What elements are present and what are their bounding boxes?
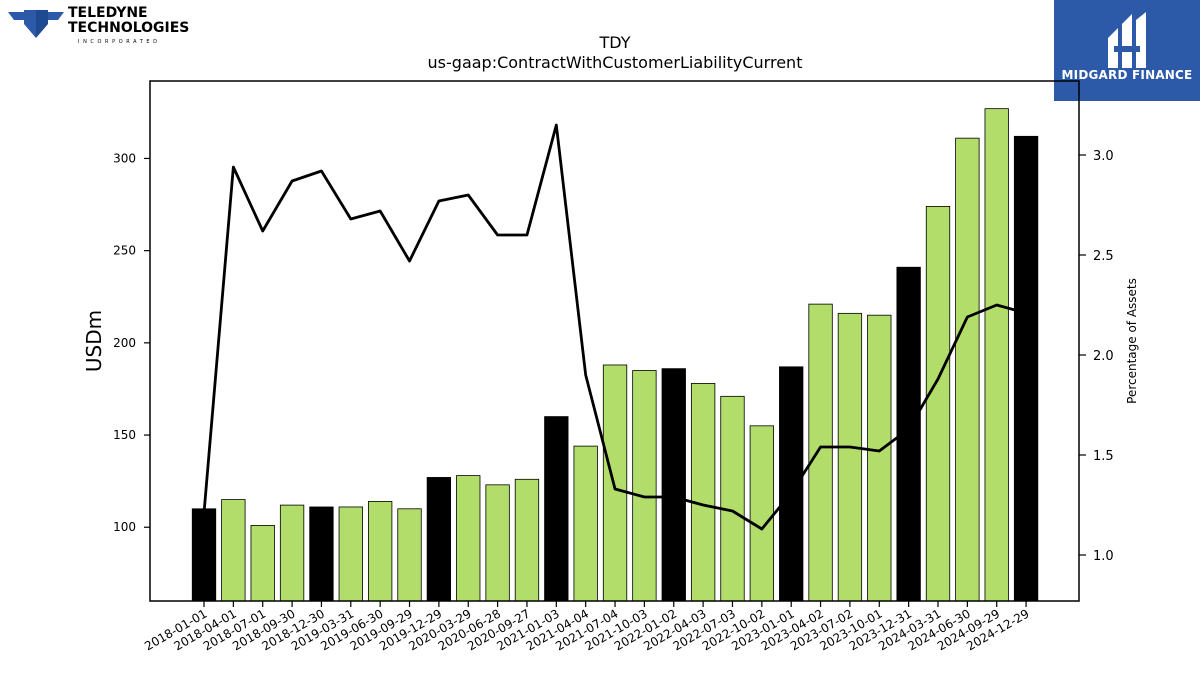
bar-2021-01-03 bbox=[544, 416, 569, 602]
y-tick-label-right-2.5: 2.5 bbox=[1093, 249, 1114, 264]
bar-2024-06-30 bbox=[955, 137, 980, 602]
bar-2019-09-29 bbox=[397, 508, 422, 602]
midgard-mark-icon bbox=[1108, 12, 1146, 68]
y-tick-label-left-100: 100 bbox=[113, 520, 136, 534]
chart-title: TDY bbox=[599, 33, 631, 52]
bar-2018-01-01 bbox=[191, 508, 217, 602]
y-tick-label-left-250: 250 bbox=[113, 244, 136, 258]
chart-subtitle: us-gaap:ContractWithCustomerLiabilityCur… bbox=[428, 53, 803, 72]
y-tick-label-left-300: 300 bbox=[113, 151, 136, 165]
bar-2021-07-04 bbox=[602, 364, 628, 602]
y-axis-label-left: USDm bbox=[82, 310, 106, 372]
y-tick-label-right-3: 3.0 bbox=[1093, 149, 1114, 164]
bar-2022-01-02 bbox=[661, 368, 686, 602]
teledyne-mark-icon bbox=[8, 10, 64, 38]
logo-line-2: TECHNOLOGIES bbox=[68, 20, 190, 36]
bar-2019-06-30 bbox=[368, 501, 393, 602]
bar-2021-04-04 bbox=[573, 445, 598, 602]
y-axis-label-right: Percentage of Assets bbox=[1125, 278, 1139, 404]
bar-2020-09-27 bbox=[514, 478, 540, 602]
x-axis: 2018-01-012018-04-012018-07-012018-09-30… bbox=[142, 601, 1032, 653]
bar-2018-07-01 bbox=[250, 525, 275, 602]
bar-2023-10-01 bbox=[867, 314, 892, 602]
bar-2023-07-02 bbox=[837, 312, 863, 602]
bar-2023-04-02 bbox=[808, 303, 833, 602]
bar-2022-10-02 bbox=[749, 425, 774, 602]
y-axis-right: 1.0 1.5 2.0 2.5 3.0 bbox=[1079, 149, 1114, 564]
bar-2024-09-29 bbox=[984, 108, 1009, 602]
bar-2018-04-01 bbox=[221, 499, 246, 602]
midgard-finance-logo: MIDGARD FINANCE bbox=[1054, 0, 1200, 101]
midgard-name: MIDGARD FINANCE bbox=[1061, 68, 1193, 82]
y-tick-label-left-200: 200 bbox=[113, 336, 136, 350]
y-tick-label-right-1.5: 1.5 bbox=[1093, 449, 1114, 464]
bar-2018-09-30 bbox=[279, 504, 305, 602]
y-tick-label-right-1: 1.0 bbox=[1093, 549, 1114, 564]
bar-2022-04-03 bbox=[690, 383, 716, 602]
bar-2024-12-29 bbox=[1013, 135, 1039, 602]
bar-2019-12-29 bbox=[426, 477, 452, 602]
logo-line-3: INCORPORATED bbox=[78, 39, 161, 45]
bar-2019-03-31 bbox=[338, 506, 363, 602]
line-layer bbox=[202, 123, 1027, 531]
bar-2018-12-30 bbox=[309, 506, 334, 602]
y-tick-label-left-150: 150 bbox=[113, 428, 136, 442]
bars-layer bbox=[191, 108, 1039, 602]
teledyne-logo: TELEDYNE TECHNOLOGIES INCORPORATED bbox=[6, 4, 189, 45]
bar-2020-06-28 bbox=[485, 484, 510, 602]
bar-2023-01-01 bbox=[779, 366, 804, 602]
bar-2020-03-29 bbox=[456, 475, 481, 602]
percentage-line bbox=[202, 123, 1027, 531]
bar-2024-03-31 bbox=[925, 205, 951, 602]
y-axis-left: 100 150 200 250 300 bbox=[113, 151, 150, 534]
bar-2021-10-03 bbox=[632, 370, 657, 602]
bar-2022-07-03 bbox=[720, 395, 745, 602]
y-tick-label-right-2: 2.0 bbox=[1093, 349, 1114, 364]
logo-line-1: TELEDYNE bbox=[68, 5, 148, 21]
